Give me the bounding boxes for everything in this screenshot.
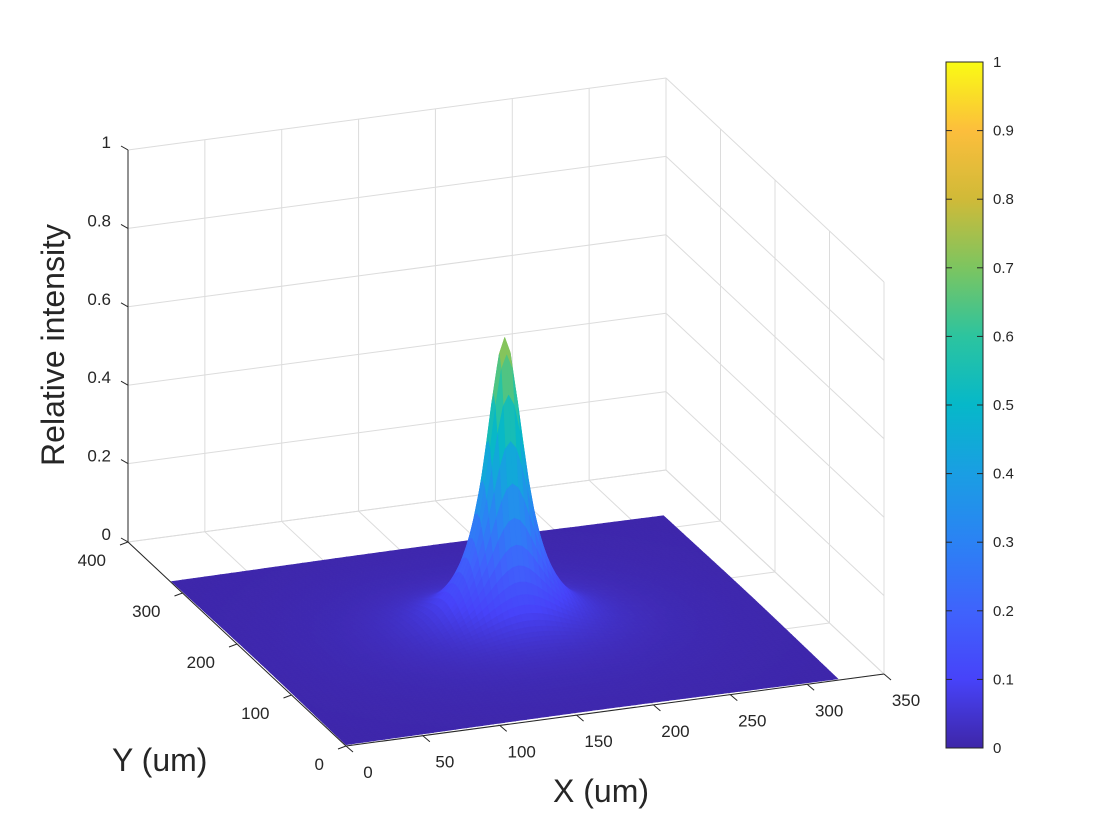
tick-marks [119,145,892,753]
z-tick [120,302,129,308]
grid-line [665,77,885,283]
y-tick [119,541,129,546]
y-tick [283,694,292,699]
x-tick [576,714,584,722]
grid-line [127,77,667,151]
z-tick [120,537,129,543]
x-tick [345,745,354,753]
grid-line [665,234,885,440]
x-tick [422,735,431,743]
grid-line [127,234,667,308]
x-tick [729,694,738,701]
surface-plot [170,337,839,746]
x-axis-line [345,673,885,747]
x-tick [499,725,508,732]
grid-line [665,156,885,361]
z-tick [120,459,129,465]
z-tick [120,223,129,229]
y-tick [174,592,183,597]
y-tick [337,745,347,750]
grid-line [665,469,885,675]
y-tick [228,643,238,648]
x-tick [806,683,815,691]
grid-line [127,155,667,229]
grid-line [127,469,667,543]
grid-line [665,312,885,518]
grid-line [127,312,667,386]
grid-line [127,391,667,465]
x-tick [653,704,661,712]
x-tick [883,673,892,681]
z-tick [120,380,129,386]
z-tick [120,145,129,151]
grid-line [665,391,885,596]
